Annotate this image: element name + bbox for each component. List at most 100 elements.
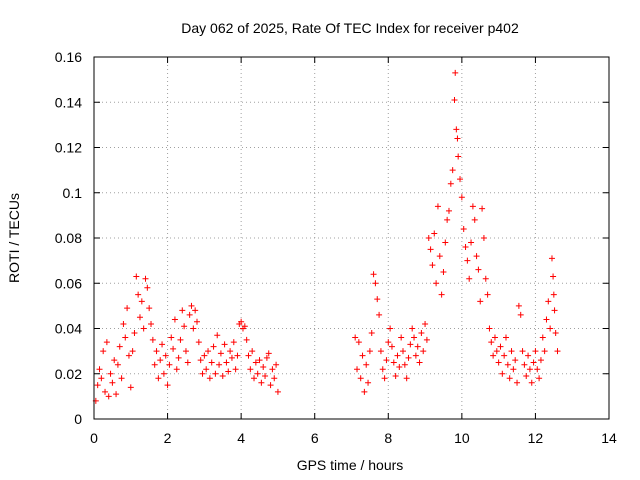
data-point <box>354 366 361 373</box>
data-point <box>162 352 169 359</box>
data-point <box>537 357 544 364</box>
data-point <box>216 361 223 368</box>
data-point <box>484 291 491 298</box>
data-point <box>497 343 504 350</box>
data-point <box>379 366 386 373</box>
data-point <box>94 382 101 389</box>
data-point <box>136 314 143 321</box>
data-point <box>466 275 473 282</box>
data-point <box>116 343 123 350</box>
data-point <box>208 359 215 366</box>
data-point <box>210 343 217 350</box>
data-point <box>249 348 256 355</box>
data-point <box>159 341 166 348</box>
data-point <box>111 357 118 364</box>
data-point <box>372 280 379 287</box>
data-point <box>376 311 383 318</box>
data-point <box>416 359 423 366</box>
data-point <box>135 291 142 298</box>
data-point <box>452 69 459 76</box>
data-point <box>265 350 272 357</box>
data-point <box>368 330 375 337</box>
data-point <box>352 334 359 341</box>
data-point <box>433 280 440 287</box>
data-point <box>194 318 200 325</box>
data-point <box>394 352 401 359</box>
data-point <box>243 336 250 343</box>
data-point <box>539 334 546 341</box>
data-point <box>263 354 270 361</box>
data-point <box>258 379 265 386</box>
data-point <box>503 334 509 341</box>
data-point <box>146 305 153 312</box>
data-point <box>493 348 500 355</box>
data-point <box>109 379 116 386</box>
data-point <box>403 375 410 382</box>
data-point <box>438 291 445 298</box>
data-point <box>517 311 524 318</box>
x-tick-label: 12 <box>528 430 544 446</box>
data-point <box>519 348 526 355</box>
data-point <box>411 334 418 341</box>
data-point <box>105 393 112 400</box>
data-point <box>363 361 370 368</box>
axis-ticks <box>93 56 610 420</box>
data-point <box>177 336 184 343</box>
data-point <box>256 357 263 364</box>
data-point <box>480 235 487 241</box>
data-point <box>151 361 158 368</box>
data-point <box>429 262 436 269</box>
data-point <box>412 352 419 359</box>
data-point <box>469 203 476 210</box>
data-point <box>269 366 276 373</box>
x-tick-label: 10 <box>454 430 470 446</box>
data-point <box>131 330 138 337</box>
data-point <box>205 348 212 355</box>
data-point <box>387 325 394 332</box>
data-point <box>188 302 195 309</box>
grid-lines <box>94 57 609 419</box>
data-point <box>370 271 377 278</box>
data-point <box>504 361 511 368</box>
data-point <box>107 370 114 377</box>
data-point <box>512 357 519 364</box>
data-point <box>434 203 441 210</box>
data-point <box>144 284 151 291</box>
data-point <box>103 339 110 346</box>
data-point <box>100 348 107 355</box>
data-point <box>534 366 541 373</box>
data-point <box>552 330 559 337</box>
data-point <box>453 126 460 133</box>
data-point <box>212 370 219 377</box>
x-tick-label: 2 <box>164 430 172 446</box>
data-point <box>361 388 368 395</box>
data-point <box>523 373 530 380</box>
data-point <box>241 323 248 330</box>
data-point <box>359 352 366 359</box>
data-point <box>491 334 498 341</box>
data-point <box>499 370 506 377</box>
data-point <box>122 334 129 341</box>
data-point <box>396 363 403 370</box>
data-point <box>186 311 193 318</box>
chart-title: Day 062 of 2025, Rate Of TEC Index for r… <box>181 20 519 36</box>
data-point <box>475 266 482 273</box>
data-point <box>471 216 478 223</box>
data-point <box>118 375 125 382</box>
data-point <box>227 348 234 355</box>
data-point <box>219 373 226 380</box>
data-point <box>184 359 191 366</box>
data-point <box>120 320 127 327</box>
data-point <box>170 345 177 352</box>
data-point <box>182 348 189 355</box>
data-point <box>454 135 461 142</box>
data-point <box>225 368 232 375</box>
data-point <box>127 384 134 391</box>
data-point <box>490 352 497 359</box>
data-point <box>201 352 208 359</box>
y-tick-label: 0.16 <box>55 49 82 65</box>
data-point <box>460 225 467 232</box>
data-point <box>482 275 489 282</box>
data-point <box>157 357 164 364</box>
data-point <box>510 366 517 373</box>
